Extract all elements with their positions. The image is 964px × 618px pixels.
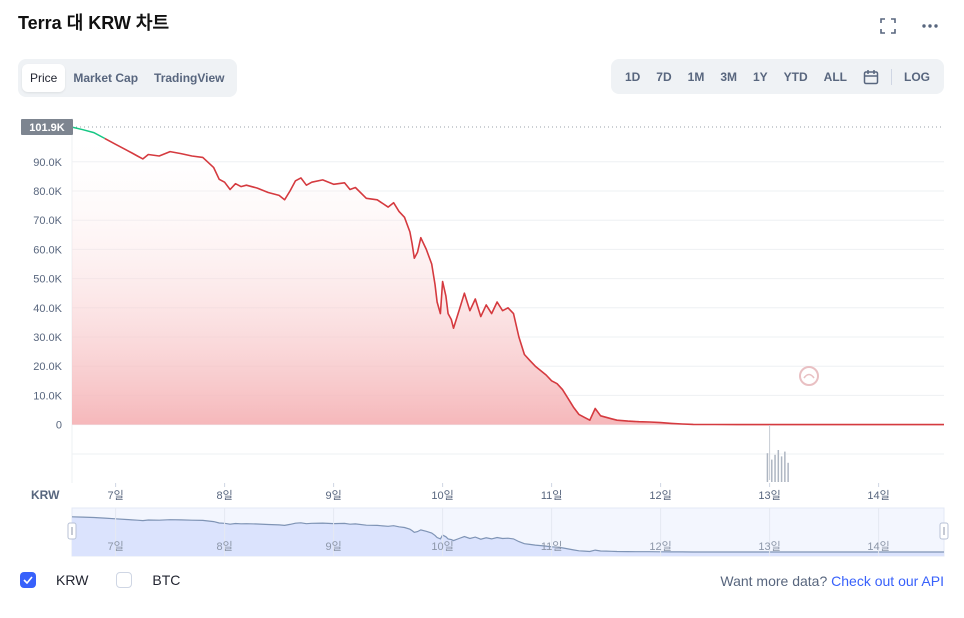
tab-price[interactable]: Price (22, 64, 66, 92)
y-tick-label: 0 (56, 420, 62, 432)
tab-tradingview[interactable]: TradingView (154, 71, 225, 85)
range-1m-button[interactable]: 1M (687, 69, 705, 84)
x-tick-label: 7일 (107, 488, 123, 502)
navigator-left-handle[interactable] (67, 522, 77, 540)
currency-axis-label: KRW (31, 488, 60, 502)
krw-legend-label: KRW (56, 572, 89, 588)
log-scale-button[interactable]: LOG (904, 69, 930, 84)
x-tick-label: 9일 (325, 488, 341, 502)
x-tick-label: 8일 (216, 488, 232, 502)
y-tick-label: 70.0K (33, 215, 62, 227)
btc-checkbox[interactable] (116, 572, 133, 588)
calendar-icon[interactable] (855, 69, 887, 85)
x-tick-label: 12일 (649, 488, 671, 502)
navigator-area (72, 516, 944, 556)
api-promo-text: Want more data? (720, 573, 828, 589)
chart-type-tabs: Price Market Cap TradingView (18, 59, 237, 97)
y-tick-label: 10.0K (33, 390, 62, 402)
y-tick-label: 60.0K (33, 244, 62, 256)
navigator-tick-label: 13일 (758, 539, 780, 553)
range-1y-button[interactable]: 1Y (752, 69, 768, 84)
navigator-tick-label: 8일 (216, 539, 232, 553)
chart-title: Terra 대 KRW 차트 (18, 13, 170, 33)
krw-checkbox[interactable] (20, 572, 36, 588)
range-divider (891, 68, 892, 85)
range-7d-button[interactable]: 7D (656, 69, 672, 84)
navigator-line (71, 516, 944, 553)
y-tick-label: 80.0K (33, 186, 62, 198)
btc-legend-label: BTC (152, 572, 181, 588)
current-price-label: 101.9K (29, 122, 65, 134)
navigator-tick-label: 14일 (867, 539, 889, 553)
api-link[interactable]: Check out our API (831, 573, 944, 589)
coinmarketcap-watermark (799, 366, 819, 386)
fullscreen-icon[interactable] (878, 16, 898, 36)
y-tick-label: 30.0K (33, 332, 62, 344)
navigator-tick-label: 11일 (541, 539, 563, 553)
range-ytd-button[interactable]: YTD (783, 69, 808, 84)
navigator-tick-label: 9일 (325, 539, 341, 553)
series-legend: KRW BTC (20, 572, 208, 588)
y-tick-label: 20.0K (33, 361, 62, 373)
x-tick-label: 13일 (758, 488, 780, 502)
range-3m-button[interactable]: 3M (720, 69, 737, 84)
x-tick-label: 11일 (541, 488, 563, 502)
api-promo: Want more data? Check out our API (720, 573, 944, 589)
navigator-tick-label: 12일 (649, 539, 671, 553)
navigator-tick-label: 7일 (107, 539, 123, 553)
navigator-right-handle[interactable] (939, 522, 949, 540)
tab-market-cap[interactable]: Market Cap (73, 71, 139, 85)
x-tick-label: 14일 (867, 488, 889, 502)
chart-actions (878, 16, 940, 36)
y-tick-label: 40.0K (33, 303, 62, 315)
time-range-selector: 1D 7D 1M 3M 1Y YTD ALL LOG (610, 59, 944, 94)
price-line (104, 137, 944, 426)
range-all-button[interactable]: ALL (823, 69, 847, 84)
price-area-fill (72, 127, 944, 425)
navigator-tick-label: 10일 (431, 539, 453, 553)
y-tick-label: 50.0K (33, 274, 62, 286)
price-line-up-segment (71, 126, 106, 140)
x-tick-label: 10일 (431, 488, 453, 502)
current-price-badge (21, 119, 73, 136)
y-tick-label: 90.0K (33, 157, 62, 169)
more-options-icon[interactable] (920, 16, 940, 36)
range-1d-button[interactable]: 1D (624, 69, 641, 84)
